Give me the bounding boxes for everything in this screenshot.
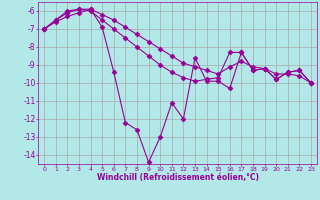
- X-axis label: Windchill (Refroidissement éolien,°C): Windchill (Refroidissement éolien,°C): [97, 173, 259, 182]
